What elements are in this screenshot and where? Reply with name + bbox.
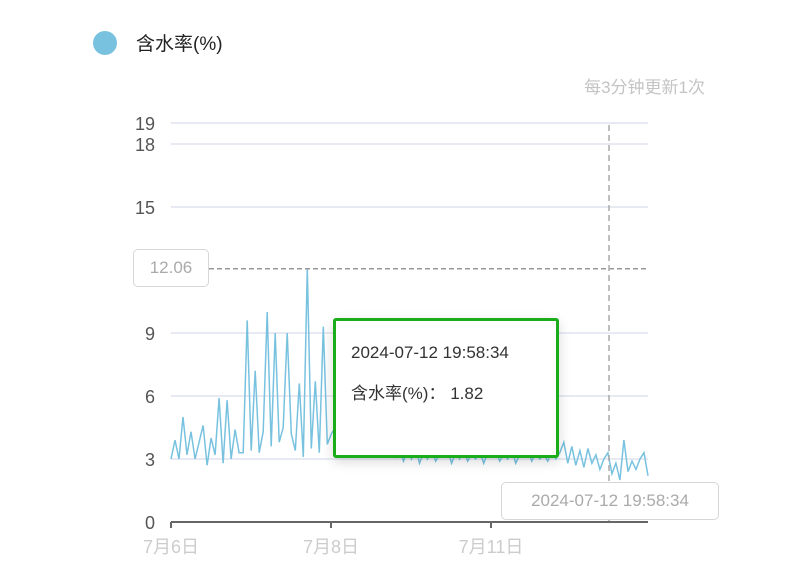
x-tick-label: 7月8日 — [303, 537, 359, 557]
y-tick-label: 15 — [135, 198, 155, 218]
y-tick-label: 19 — [135, 114, 155, 134]
tooltip-value-row: 含水率(%)： 1.82 — [351, 379, 483, 404]
x-tick-label: 7月11日 — [459, 537, 524, 557]
crosshair-y-label: 12.06 — [133, 249, 209, 287]
legend-label: 含水率(%) — [136, 34, 223, 55]
y-tick-label: 6 — [145, 387, 155, 407]
x-tick-label: 7月6日 — [143, 537, 199, 557]
tooltip-series-label: 含水率(%) — [351, 384, 429, 403]
tooltip: 2024-07-12 19:58:34 含水率(%)： 1.82 — [333, 318, 559, 458]
update-note: 每3分钟更新1次 — [584, 78, 705, 97]
y-tick-label: 3 — [145, 450, 155, 470]
y-tick-label: 18 — [135, 135, 155, 155]
legend-dot-icon — [93, 30, 117, 55]
legend[interactable]: 含水率(%) — [93, 29, 223, 56]
y-tick-label: 9 — [145, 324, 155, 344]
y-tick-label: 0 — [145, 513, 155, 533]
crosshair-x-label: 2024-07-12 19:58:34 — [501, 482, 719, 520]
tooltip-separator: ： — [428, 384, 446, 403]
tooltip-time: 2024-07-12 19:58:34 — [351, 343, 509, 362]
tooltip-value: 1.82 — [450, 384, 484, 403]
